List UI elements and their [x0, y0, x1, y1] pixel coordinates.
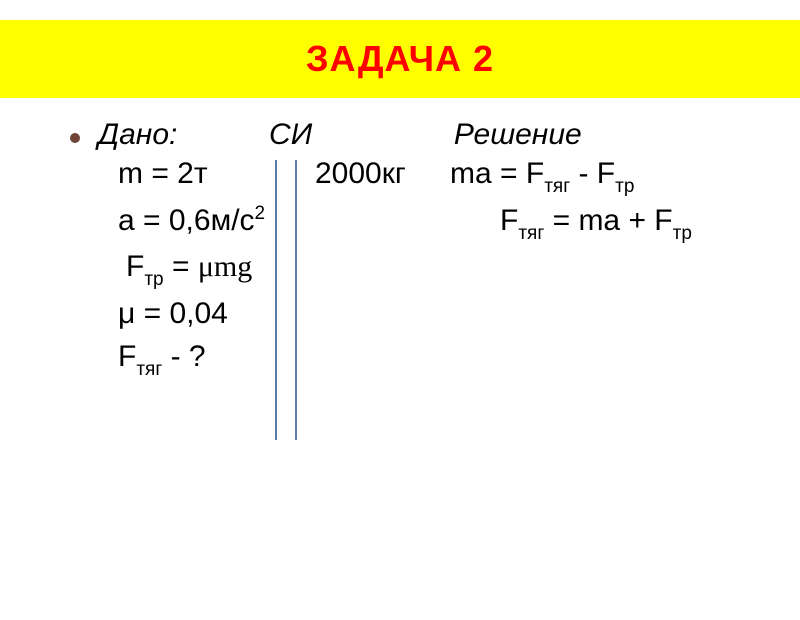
vertical-divider-2: [295, 160, 297, 440]
bullet-icon: [70, 133, 80, 143]
find-ftrac: Fтяг - ?: [118, 335, 730, 382]
given-friction: Fтр = μmg: [118, 245, 730, 292]
content-area: Дано: СИ Решение m = 2т 2000кг ma = Fтяг…: [0, 98, 800, 382]
row-1: m = 2т 2000кг ma = Fтяг - Fтр: [118, 152, 730, 199]
header-given: Дано:: [98, 118, 177, 151]
header-solution: Решение: [454, 118, 582, 151]
given-mass: m = 2т: [118, 152, 315, 199]
given-acceleration: a = 0,6м/с2: [118, 199, 315, 246]
problem-title: ЗАДАЧА 2: [0, 38, 800, 80]
column-headers: Дано: СИ Решение: [98, 118, 582, 152]
vertical-divider-1: [275, 160, 277, 440]
header-row: Дано: СИ Решение: [70, 118, 730, 152]
header-si: СИ: [269, 118, 312, 151]
row-2: a = 0,6м/с2 Fтяг = ma + Fтр: [118, 199, 730, 246]
equation-ftrac: Fтяг = ma + Fтр: [450, 199, 692, 246]
si-mass: 2000кг: [315, 152, 450, 199]
data-block: m = 2т 2000кг ma = Fтяг - Fтр a = 0,6м/с…: [70, 152, 730, 382]
title-bar: ЗАДАЧА 2: [0, 20, 800, 98]
given-mu: μ = 0,04: [118, 292, 730, 336]
equation-newton2: ma = Fтяг - Fтр: [450, 152, 634, 199]
